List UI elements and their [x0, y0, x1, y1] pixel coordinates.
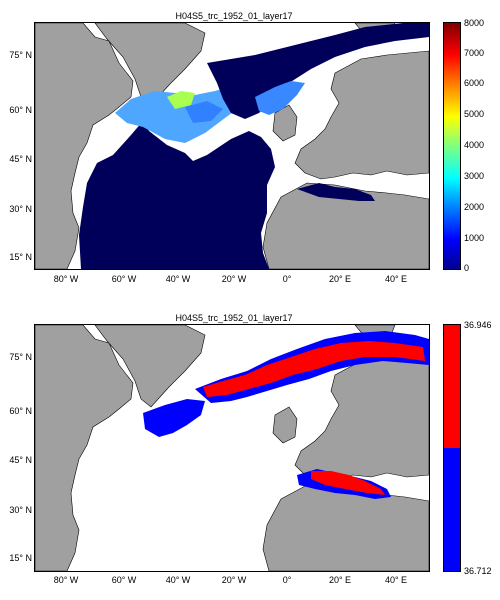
panel1-lon-label: 60° W: [111, 274, 137, 284]
panel2-lon-label: 40° W: [165, 575, 191, 585]
panel2-colorbar-bottom-label: 36.712: [464, 566, 492, 576]
panel2-title: H04S5_trc_1952_01_layer17: [175, 313, 293, 323]
panel1-title: H04S5_trc_1952_01_layer17: [175, 11, 293, 21]
panel1-colorbar-tick: 1000: [464, 233, 485, 243]
panel2-map-svg: [35, 325, 429, 571]
panel2-lat-label: 75° N: [9, 352, 32, 362]
panel1-colorbar-tick: 0: [464, 263, 470, 273]
panel2-lon-label: 0°: [282, 575, 292, 585]
panel2-lon-label: 80° W: [53, 575, 79, 585]
panel1-map-svg: [35, 23, 429, 269]
panel2-colorbar-upper: [444, 325, 460, 448]
panel1-lon-label: 0°: [282, 274, 292, 284]
panel1-lon-label: 20° W: [221, 274, 247, 284]
panel1-lat-label: 75° N: [9, 50, 32, 60]
panel1-lon-label: 80° W: [53, 274, 79, 284]
panel2-lat-label: 60° N: [9, 406, 32, 416]
panel1-colorbar-tick: 7000: [464, 48, 485, 58]
panel1-colorbar-tick: 5000: [464, 109, 485, 119]
panel2-lat-label: 15° N: [9, 553, 32, 563]
panel1-map: [34, 22, 430, 270]
panel1-colorbar-tick: 2000: [464, 202, 485, 212]
panel2-lon-label: 60° W: [111, 575, 137, 585]
panel1-colorbar-tick: 4000: [464, 140, 485, 150]
panel1-colorbar: [443, 22, 461, 270]
panel2-lon-label: 20° W: [221, 575, 247, 585]
panel1-colorbar-tick: 8000: [464, 18, 485, 28]
panel1-colorbar-tick: 6000: [464, 78, 485, 88]
panel1-lon-label: 40° E: [384, 274, 408, 284]
panel2-field: [143, 331, 429, 499]
panel1-lat-label: 15° N: [9, 252, 32, 262]
panel2-lat-label: 30° N: [9, 505, 32, 515]
panel2-lon-label: 20° E: [328, 575, 352, 585]
panel2-colorbar: [443, 324, 461, 572]
panel1-lon-label: 20° E: [328, 274, 352, 284]
panel2-lon-label: 40° E: [384, 575, 408, 585]
panel2-land: [35, 325, 429, 571]
panel1-lon-label: 40° W: [165, 274, 191, 284]
panel1-lat-label: 60° N: [9, 105, 32, 115]
panel2-colorbar-top-label: 36.946: [464, 320, 492, 330]
panel2-lat-label: 45° N: [9, 455, 32, 465]
panel1-field: [79, 23, 429, 269]
panel2-map: [34, 324, 430, 572]
panel1-lat-label: 45° N: [9, 154, 32, 164]
panel1-lat-label: 30° N: [9, 204, 32, 214]
panel1-colorbar-tick: 3000: [464, 171, 485, 181]
panel2-colorbar-lower: [444, 448, 460, 571]
